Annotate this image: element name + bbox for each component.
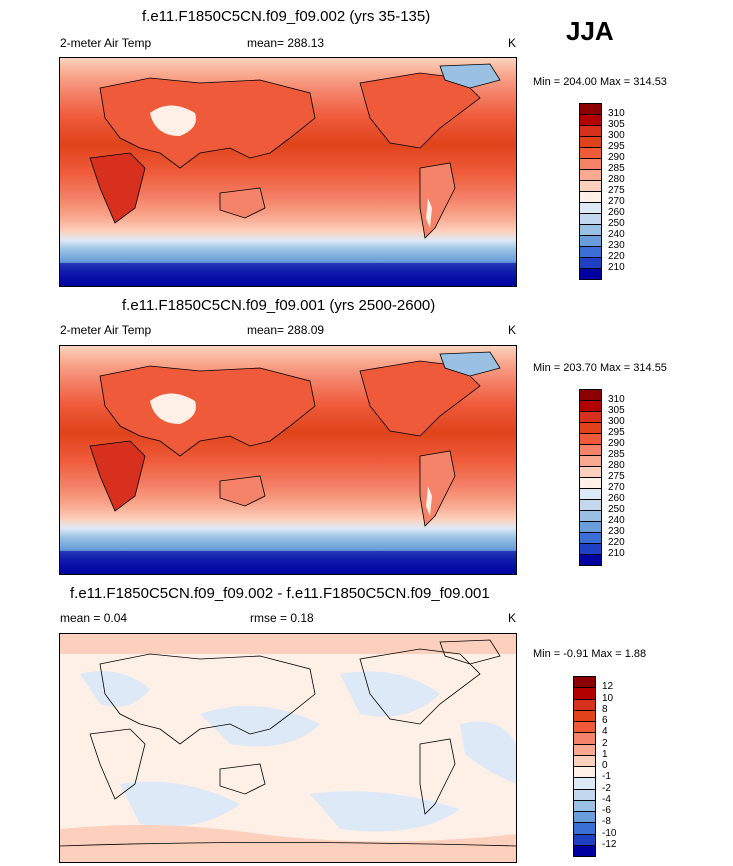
colorbar-tick-label: 270 [608, 196, 625, 207]
panel-2-mean-label: mean= 288.09 [247, 323, 325, 337]
colorbar-tick-label: 2 [602, 737, 608, 749]
colorbar-tick-label: 275 [608, 185, 625, 196]
colorbar-tick-label: 4 [602, 726, 608, 738]
panel-2-minmax: Min = 203.70 Max = 314.55 [533, 362, 667, 374]
colorbar-tick-label: 300 [608, 130, 625, 141]
colorbar-swatch [579, 554, 602, 566]
panel-1-mean-label: mean= 288.13 [247, 36, 325, 50]
colorbar-tick-label: -8 [602, 816, 611, 828]
colorbar-tick-label: 12 [602, 681, 614, 693]
colorbar-tick-label: -10 [602, 827, 617, 839]
colorbar-tick-label: 285 [608, 163, 625, 174]
panel-3-title: f.e11.F1850C5CN.f09_f09.002 - f.e11.F185… [70, 585, 490, 602]
panel-3-map-plot [60, 634, 516, 862]
colorbar-tick-label: 220 [608, 537, 625, 548]
colorbar-tick-label: 290 [608, 438, 625, 449]
panel-3-units: K [508, 611, 517, 625]
colorbar-tick-label: 300 [608, 416, 625, 427]
colorbar-tick-label: 275 [608, 471, 625, 482]
colorbar-tick-label: 8 [602, 703, 608, 715]
panel-1-units: K [508, 36, 517, 50]
colorbar-tick-label: 310 [608, 394, 625, 405]
panel-3-map [59, 633, 517, 863]
colorbar-tick-label: -6 [602, 805, 611, 816]
colorbar-tick-label: 305 [608, 405, 625, 416]
colorbar-tick-label: -2 [602, 782, 611, 794]
panel-2-map-plot [60, 346, 516, 574]
colorbar-tick-label: 6 [602, 715, 608, 726]
panel-1-map [59, 57, 517, 287]
colorbar-tick-label: 280 [608, 460, 625, 471]
panel-1-colorbar: 310 305 300 295 290 285 280 275 270 260 250 240 230 2… [579, 103, 639, 280]
colorbar-tick-label: 1 [602, 748, 608, 760]
colorbar-tick-label: 240 [608, 515, 625, 526]
colorbar-tick-label: 295 [608, 427, 625, 438]
panel-2-colorbar: 310 305 300 295 290 285 280 275 270 260 250 240 230 2… [579, 389, 639, 566]
panel-2-map [59, 345, 517, 575]
panel-3-colorbar: 12 10 8 6 4 2 1 0 -1 -2 -4 -6 -8 -10 -12 [573, 676, 633, 857]
colorbar-tick-label: 250 [608, 504, 625, 515]
colorbar-swatch [579, 268, 602, 280]
colorbar-tick-label: -1 [602, 771, 611, 783]
panel-2-variable-label: 2-meter Air Temp [60, 323, 152, 337]
colorbar-tick-label: 270 [608, 482, 625, 493]
colorbar-tick-label: 210 [608, 548, 625, 559]
panel-2-units: K [508, 323, 517, 337]
colorbar-tick-label: 295 [608, 141, 625, 152]
panel-2-title: f.e11.F1850C5CN.f09_f09.001 (yrs 2500-26… [122, 297, 436, 314]
panel-1-map-plot [60, 58, 516, 286]
colorbar-tick-label: 220 [608, 251, 625, 262]
colorbar-tick-label: 260 [608, 493, 625, 504]
colorbar-tick-label: 230 [608, 240, 625, 251]
panel-1-variable-label: 2-meter Air Temp [60, 36, 152, 50]
panel-1-minmax: Min = 204.00 Max = 314.53 [533, 76, 667, 88]
colorbar-tick-label: 285 [608, 449, 625, 460]
colorbar-tick-label: 0 [602, 760, 608, 771]
colorbar-tick-label: 250 [608, 218, 625, 229]
panel-3-mean-label: mean = 0.04 [60, 611, 128, 625]
colorbar-tick-label: 230 [608, 526, 625, 537]
colorbar-swatch [573, 844, 596, 857]
colorbar-tick-label: -4 [602, 793, 611, 805]
colorbar-tick-label: 305 [608, 119, 625, 130]
colorbar-tick-label: 240 [608, 229, 625, 240]
colorbar-tick-label: 260 [608, 207, 625, 218]
panel-3-minmax: Min = -0.91 Max = 1.88 [533, 648, 647, 660]
colorbar-tick-label: 290 [608, 152, 625, 163]
season-label: JJA [566, 16, 614, 46]
colorbar-tick-label: 210 [608, 262, 625, 273]
colorbar-tick-label: 10 [602, 692, 614, 704]
colorbar-tick-label: -12 [602, 838, 617, 850]
colorbar-tick-label: 280 [608, 174, 625, 185]
panel-1-title: f.e11.F1850C5CN.f09_f09.002 (yrs 35-135) [142, 8, 431, 25]
panel-3-rmse-label: rmse = 0.18 [250, 611, 314, 625]
colorbar-tick-label: 310 [608, 108, 625, 119]
